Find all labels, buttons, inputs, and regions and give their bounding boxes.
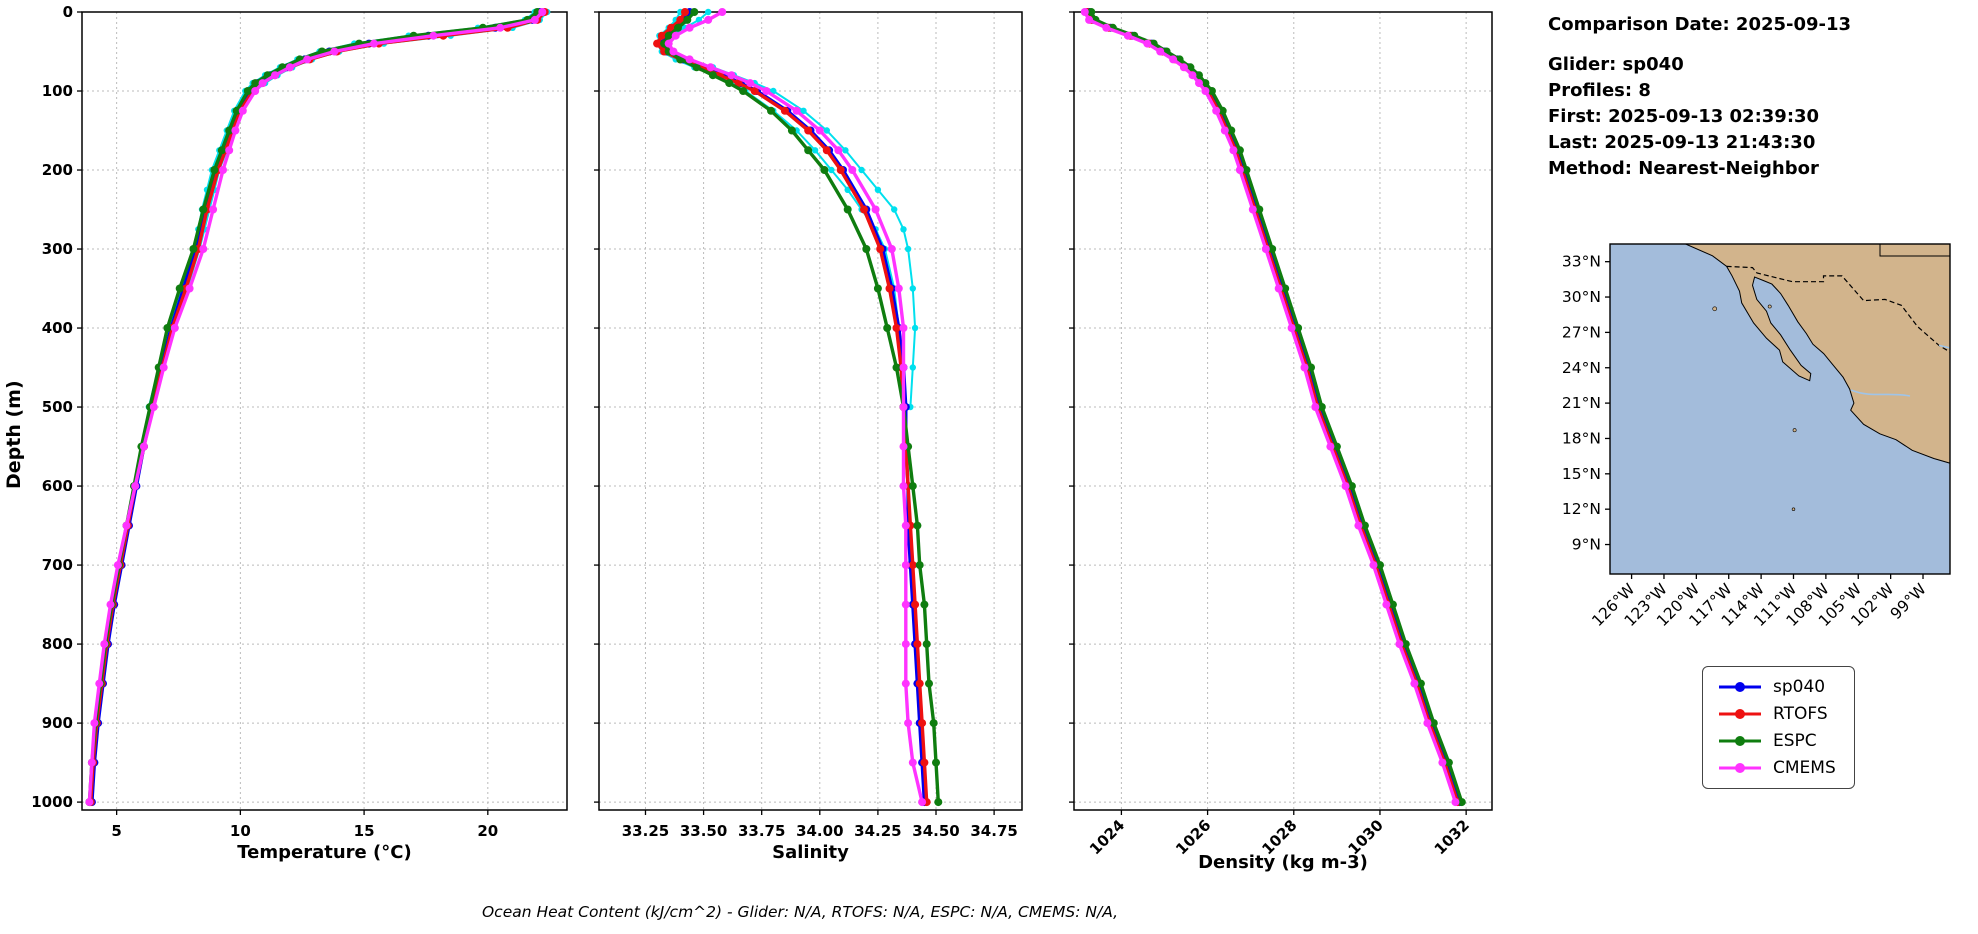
svg-text:18°N: 18°N bbox=[1562, 429, 1601, 447]
legend: sp040 RTOFS ESPC CMEMS bbox=[1702, 666, 1855, 789]
island-gulf bbox=[1767, 304, 1772, 309]
map-land bbox=[1685, 244, 1950, 464]
svg-text:1024: 1024 bbox=[1086, 816, 1128, 858]
salinity-profile-chart: 33.25 33.50 33.75 34.00 34.25 34.50 34.75 Salin… bbox=[594, 8, 1023, 863]
svg-text:34.25: 34.25 bbox=[854, 822, 901, 840]
river-line bbox=[1850, 389, 1911, 397]
svg-text:34.00: 34.00 bbox=[796, 822, 843, 840]
svg-text:20: 20 bbox=[477, 822, 498, 840]
legend-item-rtofs: RTOFS bbox=[1717, 704, 1836, 724]
svg-text:5: 5 bbox=[111, 822, 121, 840]
legend-item-espc: ESPC bbox=[1717, 731, 1836, 751]
svg-text:300: 300 bbox=[42, 240, 73, 258]
ocean-heat-content-text: Ocean Heat Content (kJ/cm^2) - Glider: N… bbox=[481, 903, 1119, 921]
map-frame bbox=[1609, 243, 1951, 575]
legend-item-cmems: CMEMS bbox=[1717, 758, 1836, 778]
svg-text:27°N: 27°N bbox=[1562, 323, 1601, 341]
svg-text:Salinity: Salinity bbox=[772, 842, 849, 863]
svg-text:Density (kg m-3): Density (kg m-3) bbox=[1198, 852, 1368, 873]
legend-label-cmems: CMEMS bbox=[1773, 758, 1836, 778]
state-boundary-line bbox=[1879, 244, 1950, 257]
svg-text:30°N: 30°N bbox=[1562, 288, 1601, 306]
svg-text:600: 600 bbox=[42, 477, 73, 495]
island-clipperton bbox=[1791, 507, 1796, 511]
legend-marker-rtofs bbox=[1719, 709, 1761, 719]
svg-text:33.75: 33.75 bbox=[738, 822, 785, 840]
legend-marker-sp040 bbox=[1719, 682, 1761, 692]
legend-marker-espc bbox=[1719, 736, 1761, 746]
svg-text:0: 0 bbox=[63, 4, 73, 21]
svg-text:1000: 1000 bbox=[31, 793, 73, 811]
svg-text:33.25: 33.25 bbox=[622, 822, 669, 840]
svg-text:1032: 1032 bbox=[1431, 816, 1473, 858]
svg-text:21°N: 21°N bbox=[1562, 394, 1601, 412]
info-panel: Comparison Date: 2025-09-13 Glider: sp04… bbox=[1548, 12, 1968, 183]
svg-text:34.50: 34.50 bbox=[912, 822, 959, 840]
info-line: Last: 2025-09-13 21:43:30 bbox=[1548, 132, 1816, 154]
location-map: 33°N30°N27°N24°N21°N18°N15°N12°N9°N126°W… bbox=[1562, 243, 1951, 630]
svg-text:34.75: 34.75 bbox=[970, 822, 1017, 840]
svg-text:10: 10 bbox=[230, 822, 251, 840]
svg-text:12°N: 12°N bbox=[1562, 500, 1601, 518]
info-line: Method: Nearest-Neighbor bbox=[1548, 158, 1819, 180]
svg-text:700: 700 bbox=[42, 556, 73, 574]
svg-text:9°N: 9°N bbox=[1572, 536, 1601, 554]
island-socorro bbox=[1792, 428, 1797, 433]
island-guadalupe bbox=[1712, 306, 1717, 312]
legend-label-rtofs: RTOFS bbox=[1773, 704, 1828, 724]
svg-text:400: 400 bbox=[42, 319, 73, 337]
info-line: First: 2025-09-13 02:39:30 bbox=[1548, 106, 1820, 128]
svg-text:500: 500 bbox=[42, 398, 73, 416]
info-spacer bbox=[1548, 38, 1968, 52]
svg-text:33°N: 33°N bbox=[1562, 253, 1601, 271]
svg-text:Temperature (°C): Temperature (°C) bbox=[237, 842, 411, 863]
comparison-date-text: Comparison Date: 2025-09-13 bbox=[1548, 14, 1852, 35]
temperature-profile-chart: 5 10 15 2001002003004005006007008009001000T… bbox=[31, 4, 568, 863]
svg-text:99°W: 99°W bbox=[1887, 580, 1930, 623]
legend-item-sp040: sp040 bbox=[1717, 677, 1836, 697]
depth-axis-label: Depth (m) bbox=[3, 380, 25, 489]
svg-text:200: 200 bbox=[42, 161, 73, 179]
info-line: Glider: sp040 bbox=[1548, 54, 1684, 76]
river-line-2 bbox=[1938, 344, 1950, 349]
us-mexico-border-line bbox=[1726, 265, 1950, 353]
legend-marker-cmems bbox=[1719, 763, 1761, 773]
info-line: Profiles: 8 bbox=[1548, 80, 1651, 102]
legend-label-sp040: sp040 bbox=[1773, 677, 1826, 697]
glider-info-lines: Glider: sp040 Profiles: 8 First: 2025-09-1… bbox=[1548, 52, 1968, 182]
svg-text:33.50: 33.50 bbox=[680, 822, 727, 840]
svg-text:800: 800 bbox=[42, 635, 73, 653]
svg-text:100: 100 bbox=[42, 82, 73, 100]
svg-text:15°N: 15°N bbox=[1562, 465, 1601, 483]
svg-text:900: 900 bbox=[42, 714, 73, 732]
svg-text:15: 15 bbox=[354, 822, 375, 840]
svg-text:24°N: 24°N bbox=[1562, 359, 1601, 377]
legend-label-espc: ESPC bbox=[1773, 731, 1817, 751]
